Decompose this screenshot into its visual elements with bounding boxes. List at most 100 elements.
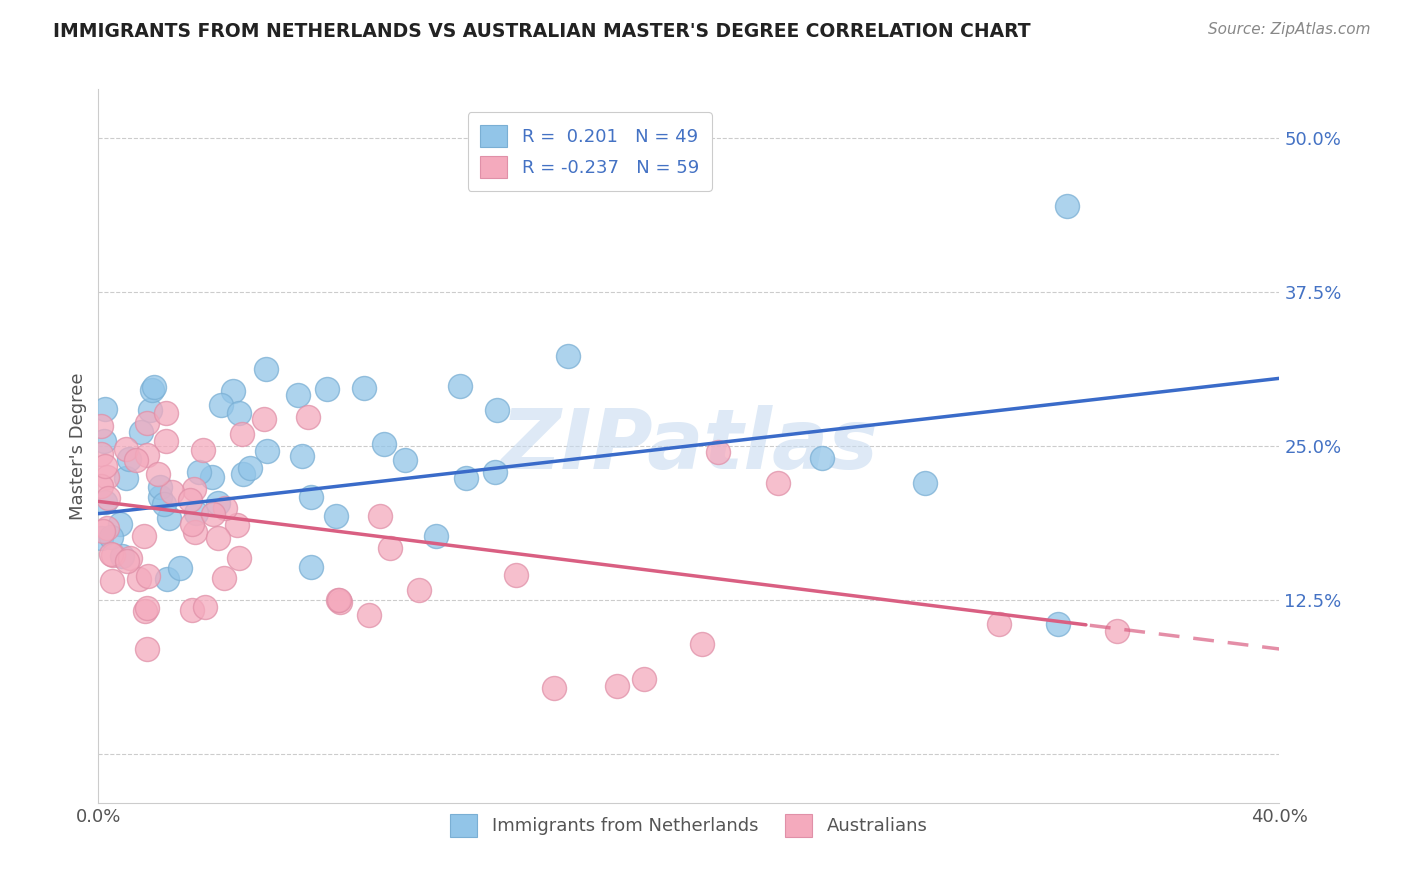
Y-axis label: Master's Degree: Master's Degree [69, 372, 87, 520]
Point [207, 496, 229, 510]
Point [90, 531, 112, 545]
Point [96, 470, 118, 484]
Point [179, 493, 201, 508]
Point [143, 380, 166, 394]
Point [100, 574, 122, 588]
Point [326, 593, 349, 607]
Point [505, 568, 527, 582]
Point [373, 436, 395, 450]
Point [633, 672, 655, 686]
Point [425, 528, 447, 542]
Point [329, 595, 352, 609]
Point [914, 475, 936, 490]
Point [228, 550, 250, 565]
Point [193, 442, 215, 457]
Point [291, 449, 314, 463]
Point [169, 561, 191, 575]
Point [90, 447, 112, 461]
Point [101, 548, 124, 562]
Point [96, 521, 118, 535]
Point [1056, 199, 1078, 213]
Point [141, 383, 163, 397]
Point [228, 406, 250, 420]
Point [209, 398, 232, 412]
Point [214, 501, 236, 516]
Point [100, 547, 122, 561]
Point [162, 484, 184, 499]
Point [94, 458, 117, 473]
Point [146, 467, 169, 481]
Point [135, 642, 157, 657]
Point [156, 572, 179, 586]
Point [606, 680, 628, 694]
Point [557, 349, 579, 363]
Point [299, 560, 322, 574]
Point [115, 554, 138, 568]
Point [231, 427, 253, 442]
Point [188, 465, 211, 479]
Point [766, 475, 789, 490]
Point [134, 604, 156, 618]
Point [543, 681, 565, 695]
Point [810, 451, 832, 466]
Point [118, 551, 141, 566]
Point [692, 637, 714, 651]
Point [325, 508, 347, 523]
Point [93, 434, 115, 449]
Point [353, 381, 375, 395]
Point [90, 419, 112, 434]
Point [253, 411, 276, 425]
Point [149, 480, 172, 494]
Point [226, 517, 249, 532]
Point [135, 448, 157, 462]
Point [180, 516, 202, 531]
Point [256, 444, 278, 458]
Point [357, 608, 380, 623]
Point [94, 402, 117, 417]
Point [115, 442, 138, 456]
Point [1107, 624, 1129, 638]
Point [1046, 617, 1070, 632]
Point [232, 467, 254, 482]
Point [183, 483, 205, 497]
Text: Source: ZipAtlas.com: Source: ZipAtlas.com [1208, 22, 1371, 37]
Point [194, 599, 217, 614]
Point [157, 511, 180, 525]
Point [201, 507, 224, 521]
Point [91, 524, 114, 539]
Point [97, 491, 120, 505]
Point [128, 572, 150, 586]
Point [125, 453, 148, 467]
Point [484, 465, 506, 479]
Text: ZIPatlas: ZIPatlas [501, 406, 877, 486]
Point [368, 509, 391, 524]
Point [486, 403, 509, 417]
Point [138, 403, 160, 417]
Point [299, 491, 322, 505]
Point [214, 571, 236, 585]
Point [129, 425, 152, 439]
Point [100, 530, 122, 544]
Point [254, 362, 277, 376]
Point [136, 416, 159, 430]
Point [201, 470, 224, 484]
Point [184, 525, 207, 540]
Point [287, 387, 309, 401]
Point [110, 549, 132, 564]
Text: IMMIGRANTS FROM NETHERLANDS VS AUSTRALIAN MASTER'S DEGREE CORRELATION CHART: IMMIGRANTS FROM NETHERLANDS VS AUSTRALIA… [53, 22, 1031, 41]
Point [94, 495, 117, 509]
Point [186, 506, 208, 520]
Point [149, 490, 172, 504]
Point [153, 497, 176, 511]
Point [239, 460, 262, 475]
Point [180, 603, 202, 617]
Point [449, 379, 471, 393]
Point [155, 434, 177, 448]
Point [90, 479, 112, 493]
Point [454, 471, 477, 485]
Point [115, 471, 138, 485]
Point [135, 600, 157, 615]
Point [221, 384, 243, 398]
Point [108, 517, 131, 532]
Point [136, 568, 159, 582]
